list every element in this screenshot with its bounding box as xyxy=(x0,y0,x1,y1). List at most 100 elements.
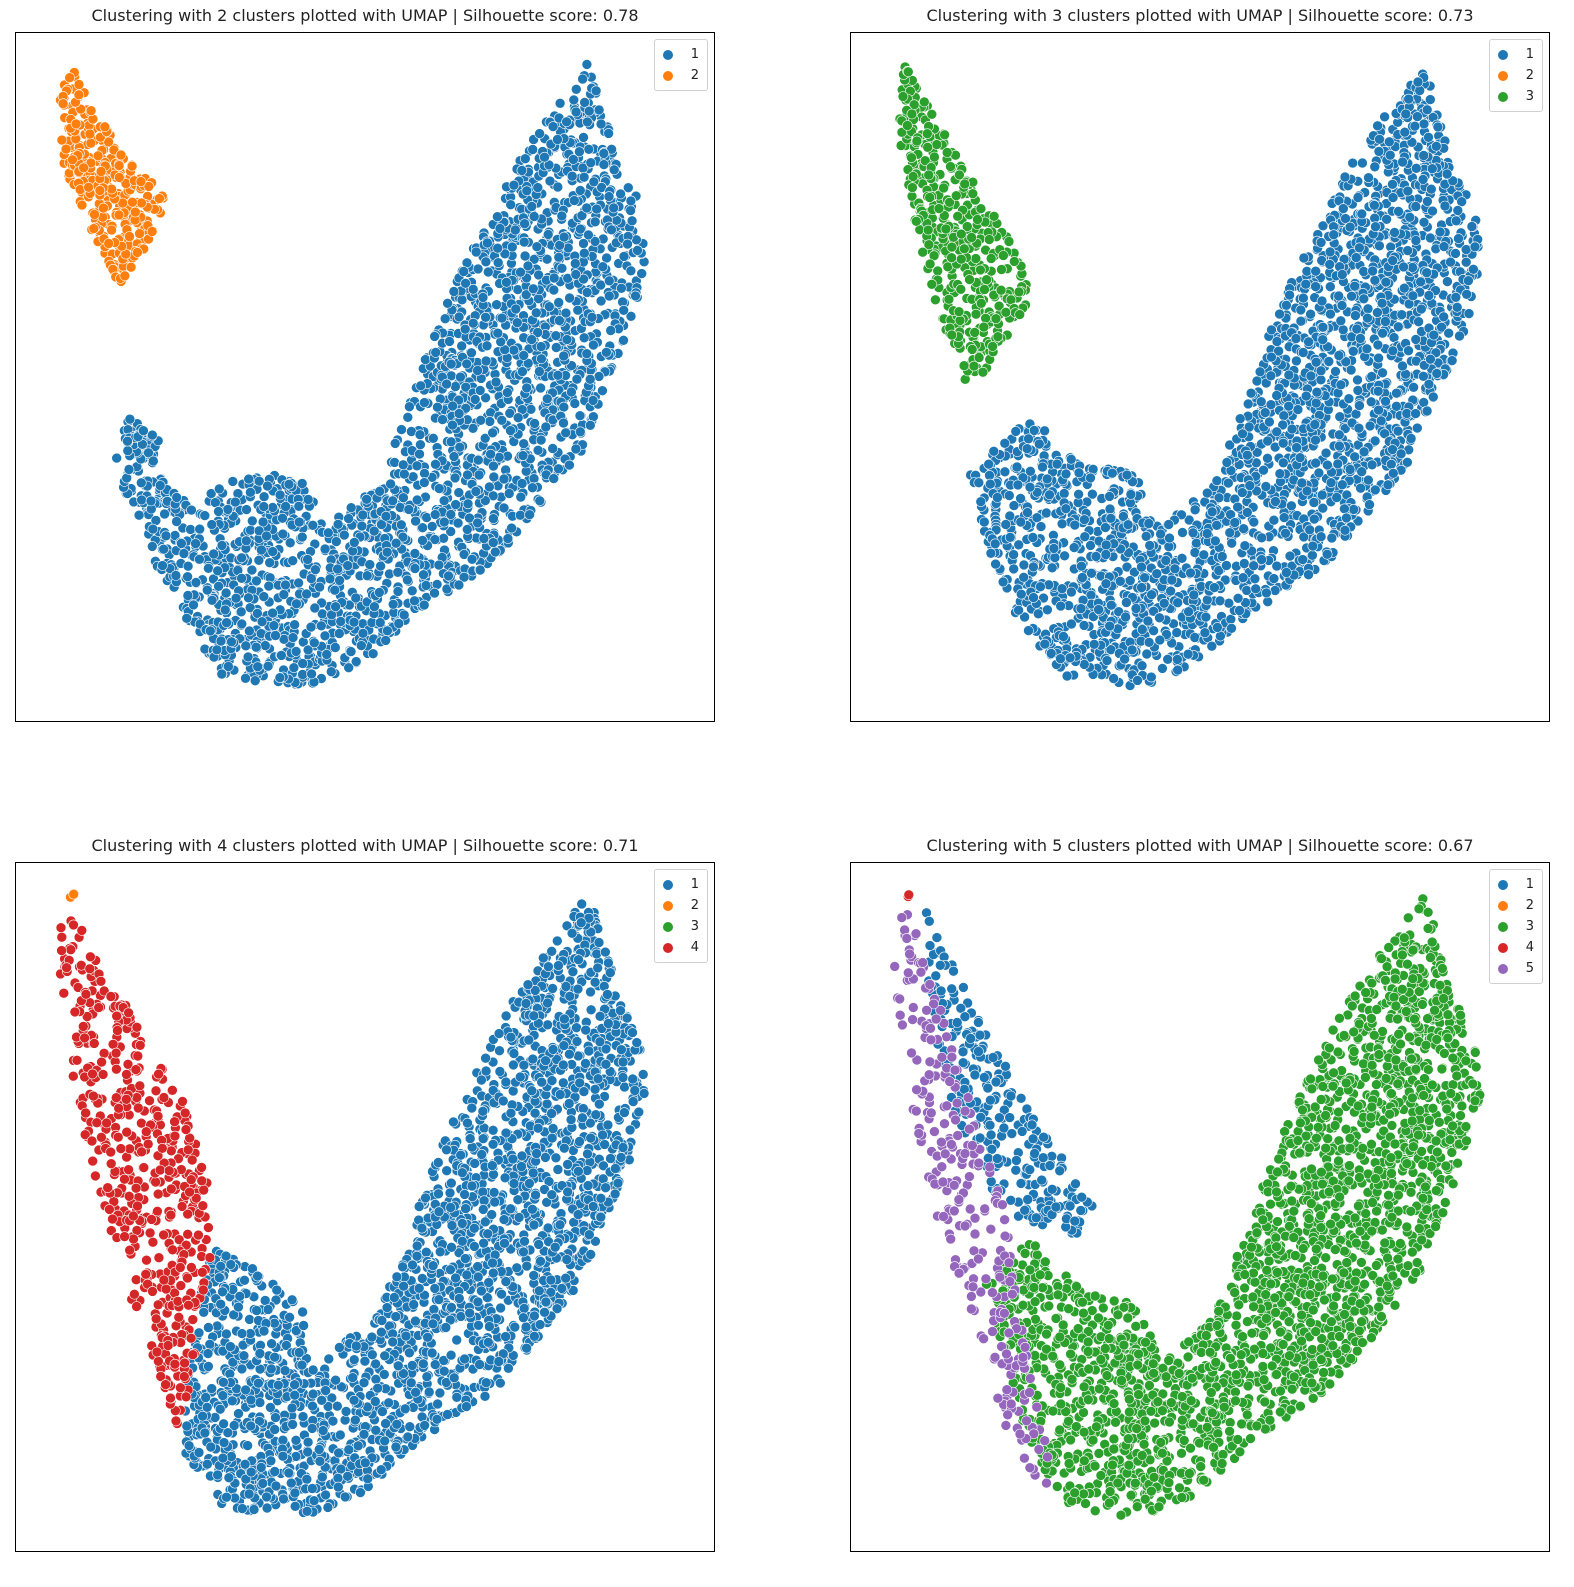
scatter-plot xyxy=(55,59,650,690)
data-point xyxy=(543,301,555,313)
data-point xyxy=(1357,157,1368,169)
data-point xyxy=(1425,353,1436,365)
data-point xyxy=(1369,275,1381,286)
data-point xyxy=(380,635,392,646)
data-point xyxy=(472,365,483,376)
data-point xyxy=(1105,512,1117,524)
data-point xyxy=(147,523,159,535)
data-point xyxy=(1251,375,1263,387)
data-point xyxy=(597,261,609,272)
data-point xyxy=(1335,379,1347,391)
data-point xyxy=(487,490,499,502)
data-point xyxy=(570,269,582,280)
data-point xyxy=(1114,575,1126,587)
data-point xyxy=(176,538,187,549)
data-point xyxy=(1397,360,1408,372)
data-point xyxy=(1374,240,1385,252)
data-point xyxy=(521,382,533,394)
data-point xyxy=(1120,611,1131,623)
data-point xyxy=(1334,411,1346,423)
data-point xyxy=(1310,397,1322,409)
data-point xyxy=(411,460,423,472)
data-point xyxy=(1198,549,1210,561)
data-point xyxy=(547,121,559,132)
data-point xyxy=(1323,356,1335,367)
data-point xyxy=(454,441,466,453)
data-point xyxy=(335,616,347,627)
data-point xyxy=(1049,552,1061,563)
data-point xyxy=(1201,487,1213,499)
data-point xyxy=(1463,275,1474,286)
data-point xyxy=(208,548,219,560)
data-point xyxy=(333,628,345,639)
data-point xyxy=(1369,200,1380,211)
data-point xyxy=(521,185,533,197)
data-point xyxy=(1248,516,1260,528)
data-point xyxy=(1352,192,1364,203)
data-point xyxy=(1468,264,1479,275)
data-point xyxy=(1232,592,1244,604)
data-point xyxy=(552,369,564,381)
data-point xyxy=(1189,504,1201,516)
data-point xyxy=(520,289,532,301)
data-point xyxy=(560,427,572,439)
data-point xyxy=(113,209,125,221)
data-point xyxy=(1373,352,1384,364)
data-point xyxy=(556,263,568,274)
data-point xyxy=(350,656,362,667)
data-point xyxy=(158,543,169,555)
data-point xyxy=(502,387,513,398)
data-point xyxy=(1136,561,1147,573)
data-point xyxy=(355,640,367,651)
data-point xyxy=(1278,410,1290,422)
data-point xyxy=(1250,583,1262,595)
data-point xyxy=(458,571,470,583)
data-point xyxy=(1121,597,1132,608)
data-point xyxy=(534,128,545,139)
data-point xyxy=(1157,663,1168,674)
data-point xyxy=(1266,351,1277,363)
data-point xyxy=(460,381,472,393)
data-point xyxy=(1404,212,1416,223)
data-point xyxy=(1421,104,1433,116)
data-point xyxy=(433,483,445,494)
data-point xyxy=(1410,235,1422,246)
data-point xyxy=(432,401,443,413)
data-point xyxy=(558,350,570,362)
data-point xyxy=(999,437,1011,449)
data-point xyxy=(182,560,194,572)
data-point xyxy=(135,176,147,187)
data-point xyxy=(170,570,182,581)
data-point xyxy=(445,509,457,520)
data-point xyxy=(1364,499,1375,510)
data-point xyxy=(1308,497,1320,508)
data-point xyxy=(488,460,499,472)
data-point xyxy=(1424,232,1436,244)
data-point xyxy=(199,510,211,521)
data-point xyxy=(1407,290,1419,302)
data-point xyxy=(1048,543,1060,554)
data-point xyxy=(1343,393,1355,405)
data-point xyxy=(334,575,345,586)
data-point xyxy=(1443,327,1455,339)
data-point xyxy=(550,342,562,353)
data-point xyxy=(578,247,590,259)
data-point xyxy=(603,191,615,202)
data-point xyxy=(154,480,166,491)
data-point xyxy=(481,340,493,352)
data-point xyxy=(1055,600,1066,612)
data-point xyxy=(1361,343,1373,355)
data-point xyxy=(185,524,196,535)
data-point xyxy=(216,540,228,551)
data-point xyxy=(296,478,308,489)
data-point xyxy=(973,477,985,489)
data-point xyxy=(1061,670,1073,682)
data-point xyxy=(452,517,464,529)
data-point xyxy=(302,494,314,505)
data-point xyxy=(586,311,598,323)
data-point xyxy=(466,347,477,359)
chart-panel-2: Clustering with 3 clusters plotted with … xyxy=(850,2,1550,722)
data-point xyxy=(332,518,344,530)
data-point xyxy=(1373,146,1385,157)
data-point xyxy=(1271,426,1283,438)
